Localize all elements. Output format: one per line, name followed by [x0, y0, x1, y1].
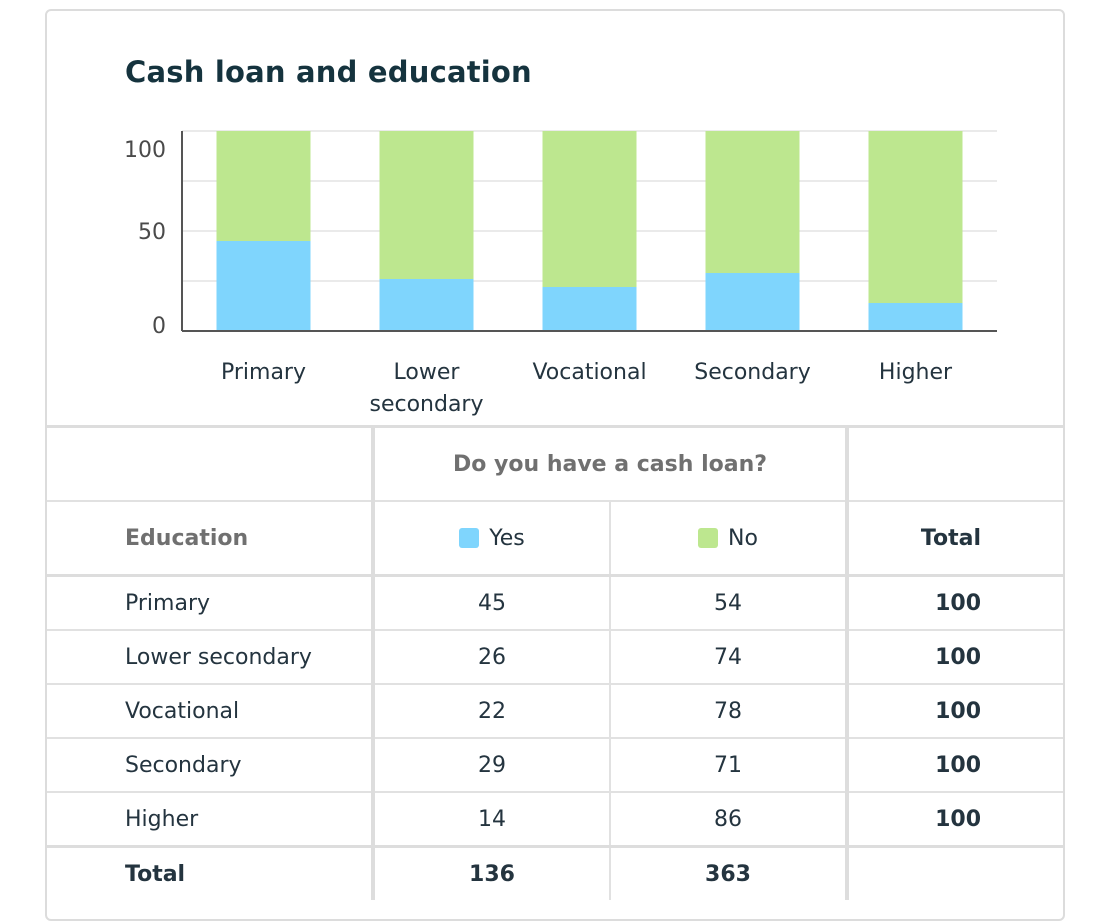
- row-yes-value: 22: [371, 683, 611, 739]
- row-label: Secondary: [47, 737, 374, 793]
- bar-yes-primary: [216, 241, 311, 331]
- no-swatch-icon: [698, 527, 719, 548]
- row-total-value: 100: [845, 737, 1063, 793]
- totals-label: Total: [47, 845, 374, 900]
- data-table: Do you have a cash loan? Education Yes N…: [47, 425, 1063, 900]
- totals-total: [845, 845, 1063, 900]
- totals-yes: 136: [371, 845, 611, 900]
- bar-yes-lower-secondary: [379, 279, 474, 331]
- chart-card: Cash loan and education 0 50 100 Primary Low…: [45, 9, 1065, 921]
- row-yes-value: 14: [371, 791, 611, 847]
- table-row: Higher 14 86 100: [47, 791, 1063, 847]
- bar-no-higher: [868, 131, 963, 303]
- row-yes-value: 26: [371, 629, 611, 685]
- row-no-value: 54: [608, 574, 849, 631]
- y-tick-label: 50: [138, 220, 166, 245]
- yes-swatch-icon: [459, 527, 480, 548]
- row-label: Higher: [47, 791, 374, 847]
- table-row: Lower secondary 26 74 100: [47, 629, 1063, 685]
- stacked-bar-chart: 0 50 100 Primary Lower secondary Vocational Sec…: [124, 130, 997, 417]
- row-label: Vocational: [47, 683, 374, 739]
- x-category-label: Primary: [221, 360, 306, 385]
- chart-title: Cash loan and education: [125, 55, 532, 89]
- education-header: Education: [47, 500, 374, 576]
- x-category-label: Lower secondary: [369, 360, 483, 417]
- totals-row: Total 136 363: [47, 845, 1063, 900]
- row-yes-value: 29: [371, 737, 611, 793]
- row-total-value: 100: [845, 629, 1063, 685]
- x-category-label: Vocational: [532, 360, 646, 385]
- bar-no-lower-secondary: [379, 131, 474, 279]
- row-total-value: 100: [845, 791, 1063, 847]
- total-header: Total: [845, 500, 1063, 576]
- row-total-value: 100: [845, 574, 1063, 631]
- row-no-value: 78: [608, 683, 849, 739]
- row-yes-value: 45: [371, 574, 611, 631]
- bar-yes-vocational: [542, 287, 637, 331]
- y-tick-label: 100: [124, 138, 166, 163]
- row-label: Lower secondary: [47, 629, 374, 685]
- table-row: Secondary 29 71 100: [47, 737, 1063, 793]
- table-row: Vocational 22 78 100: [47, 683, 1063, 739]
- x-category-label: Higher: [879, 360, 953, 385]
- bar-no-vocational: [542, 131, 637, 287]
- bar-no-primary: [216, 131, 311, 241]
- bar-yes-higher: [868, 303, 963, 331]
- yes-header-label: Yes: [489, 525, 525, 551]
- row-total-value: 100: [845, 683, 1063, 739]
- row-label: Primary: [47, 574, 374, 631]
- row-no-value: 71: [608, 737, 849, 793]
- yes-header: Yes: [371, 500, 611, 576]
- bar-no-secondary: [705, 131, 800, 273]
- table-row: Primary 45 54 100: [47, 574, 1063, 631]
- question-header: Do you have a cash loan?: [370, 425, 849, 502]
- no-header-label: No: [728, 525, 758, 551]
- x-category-label: Secondary: [694, 360, 811, 385]
- row-no-value: 74: [608, 629, 849, 685]
- totals-no: 363: [608, 845, 849, 900]
- row-no-value: 86: [608, 791, 849, 847]
- no-header: No: [608, 500, 849, 576]
- bar-yes-secondary: [705, 273, 800, 331]
- table-subheader-row: Education Yes No Total: [47, 500, 1063, 576]
- table-header-row: Do you have a cash loan?: [47, 425, 1063, 502]
- y-tick-label: 0: [152, 314, 166, 339]
